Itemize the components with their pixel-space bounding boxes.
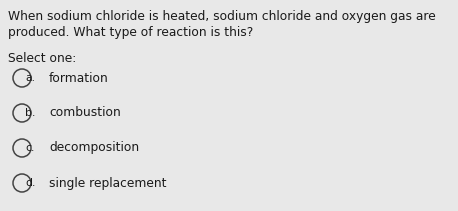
Text: d.: d.	[25, 178, 35, 188]
Text: single replacement: single replacement	[49, 176, 167, 189]
Text: formation: formation	[49, 72, 109, 84]
Text: When sodium chloride is heated, sodium chloride and oxygen gas are: When sodium chloride is heated, sodium c…	[8, 10, 436, 23]
Text: c.: c.	[25, 143, 34, 153]
Text: b.: b.	[25, 108, 35, 118]
Text: Select one:: Select one:	[8, 52, 76, 65]
Text: a.: a.	[25, 73, 35, 83]
Text: decomposition: decomposition	[49, 142, 139, 154]
Text: combustion: combustion	[49, 107, 121, 119]
Text: produced. What type of reaction is this?: produced. What type of reaction is this?	[8, 26, 253, 39]
